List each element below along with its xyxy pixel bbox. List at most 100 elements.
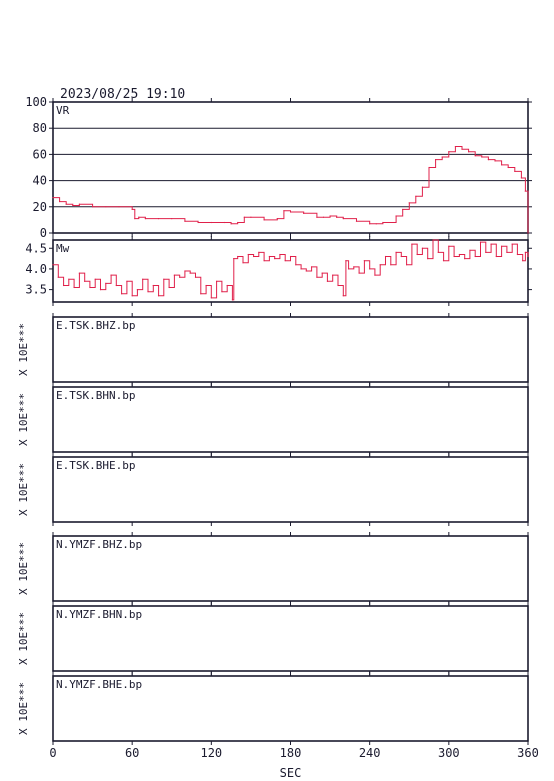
mw-data-point (458, 253, 460, 256)
vr-data-point (501, 164, 503, 166)
e-tsk-bhe-bp-panel-label: E.TSK.BHE.bp (56, 459, 135, 472)
mw-data-point (416, 253, 418, 256)
mw-data-point (453, 255, 455, 258)
vr-data-point (487, 159, 490, 161)
x-tick-label: 240 (359, 746, 381, 760)
mw-data-point (247, 253, 249, 256)
mw-data-point (62, 284, 65, 287)
e-tsk-bhn-bp-exponent-label: X 10E*** (17, 393, 30, 446)
mw-data-point (337, 284, 339, 287)
mw-data-point (421, 247, 424, 249)
vr-data-point (171, 217, 173, 220)
vr-data-point (65, 203, 67, 205)
vr-data-point (336, 216, 338, 218)
mw-data-point (279, 253, 281, 256)
mw-data-point (168, 286, 170, 289)
mw-data-point (358, 272, 360, 274)
vr-data-point (52, 197, 54, 199)
mw-data-point (94, 278, 96, 280)
mw-data-point (369, 268, 371, 270)
mw-data-point (524, 251, 526, 253)
mw-data-point (321, 272, 323, 274)
mw-panel-label: Mw (56, 242, 70, 255)
mw-data-point (490, 243, 492, 245)
mw-data-point (89, 286, 91, 289)
mw-data-point (448, 245, 450, 247)
mw-data-point (136, 289, 139, 291)
x-tick-label: 120 (200, 746, 222, 760)
mw-data-point (305, 270, 307, 272)
vr-ytick-label: 40 (33, 174, 47, 188)
mw-data-point (131, 295, 133, 297)
vr-data-point (197, 221, 199, 224)
mw-data-point (284, 260, 286, 262)
vr-data-point (474, 155, 476, 157)
mw-data-point (78, 272, 80, 274)
mw-data-point (522, 260, 524, 262)
vr-data-point (289, 211, 292, 213)
mw-data-point (268, 255, 270, 258)
mw-data-point (300, 268, 302, 270)
e-tsk-bhe-bp-exponent-label: X 10E*** (17, 463, 30, 516)
n-ymzf-bhz-bp-exponent-label: X 10E*** (17, 542, 30, 595)
mw-data-point (210, 297, 212, 299)
vr-data-point (408, 202, 410, 204)
mw-data-point (342, 295, 344, 297)
mw-data-point (226, 284, 228, 287)
mw-data-point (231, 299, 234, 301)
vr-data-point (342, 217, 344, 220)
vr-data-point (402, 208, 404, 211)
x-tick-label: 360 (517, 746, 539, 760)
vr-data-point (118, 206, 120, 208)
mw-data-point (189, 272, 191, 274)
vr-data-point (72, 204, 74, 207)
vr-data-point (131, 208, 133, 211)
mw-data-point (527, 255, 529, 258)
mw-data-point (353, 266, 355, 268)
mw-data-point (384, 255, 387, 258)
vr-data-point (527, 232, 529, 234)
vr-data-point (507, 166, 509, 169)
vr-ytick-label: 20 (33, 200, 47, 214)
mw-data-point (258, 251, 260, 253)
mw-data-point (374, 274, 376, 276)
mw-data-point (99, 289, 102, 291)
n-ymzf-bhz-bp-panel-label: N.YMZF.BHZ.bp (56, 538, 142, 551)
vr-data-point (237, 221, 239, 224)
vr-data-point (243, 216, 245, 218)
vr-data-point (210, 221, 212, 224)
vr-data-point (316, 216, 318, 218)
mw-data-point (157, 295, 160, 297)
vr-data-point (481, 156, 483, 158)
mw-data-point (501, 245, 503, 247)
mw-data-point (142, 278, 144, 280)
vr-ytick-label: 80 (33, 121, 47, 135)
mw-data-point (485, 251, 487, 253)
mw-data-point (152, 284, 154, 287)
vr-data-point (157, 217, 160, 220)
mw-data-point (115, 284, 117, 287)
vr-data-point (250, 216, 252, 218)
vr-data-point (494, 160, 496, 162)
vr-ytick-label: 0 (40, 226, 47, 240)
vr-data-point (58, 200, 61, 203)
vr-data-point (461, 148, 463, 150)
vr-data-point (468, 151, 470, 153)
vr-ytick-label: 100 (25, 95, 47, 109)
mw-data-point (411, 243, 413, 245)
vr-data-point (382, 221, 384, 224)
mw-data-point (274, 258, 276, 260)
mw-data-point (242, 262, 244, 264)
mw-data-point (516, 253, 519, 256)
mw-data-point (464, 258, 466, 260)
mw-data-point (479, 241, 482, 243)
mw-data-point (390, 264, 392, 266)
vr-data-point (375, 223, 377, 225)
x-tick-label: 60 (125, 746, 139, 760)
vr-data-point (329, 215, 331, 217)
mw-data-point (495, 255, 497, 258)
mw-data-point (295, 264, 297, 266)
vr-data-point (454, 145, 457, 148)
e-tsk-bhz-bp-exponent-label: X 10E*** (17, 323, 30, 376)
